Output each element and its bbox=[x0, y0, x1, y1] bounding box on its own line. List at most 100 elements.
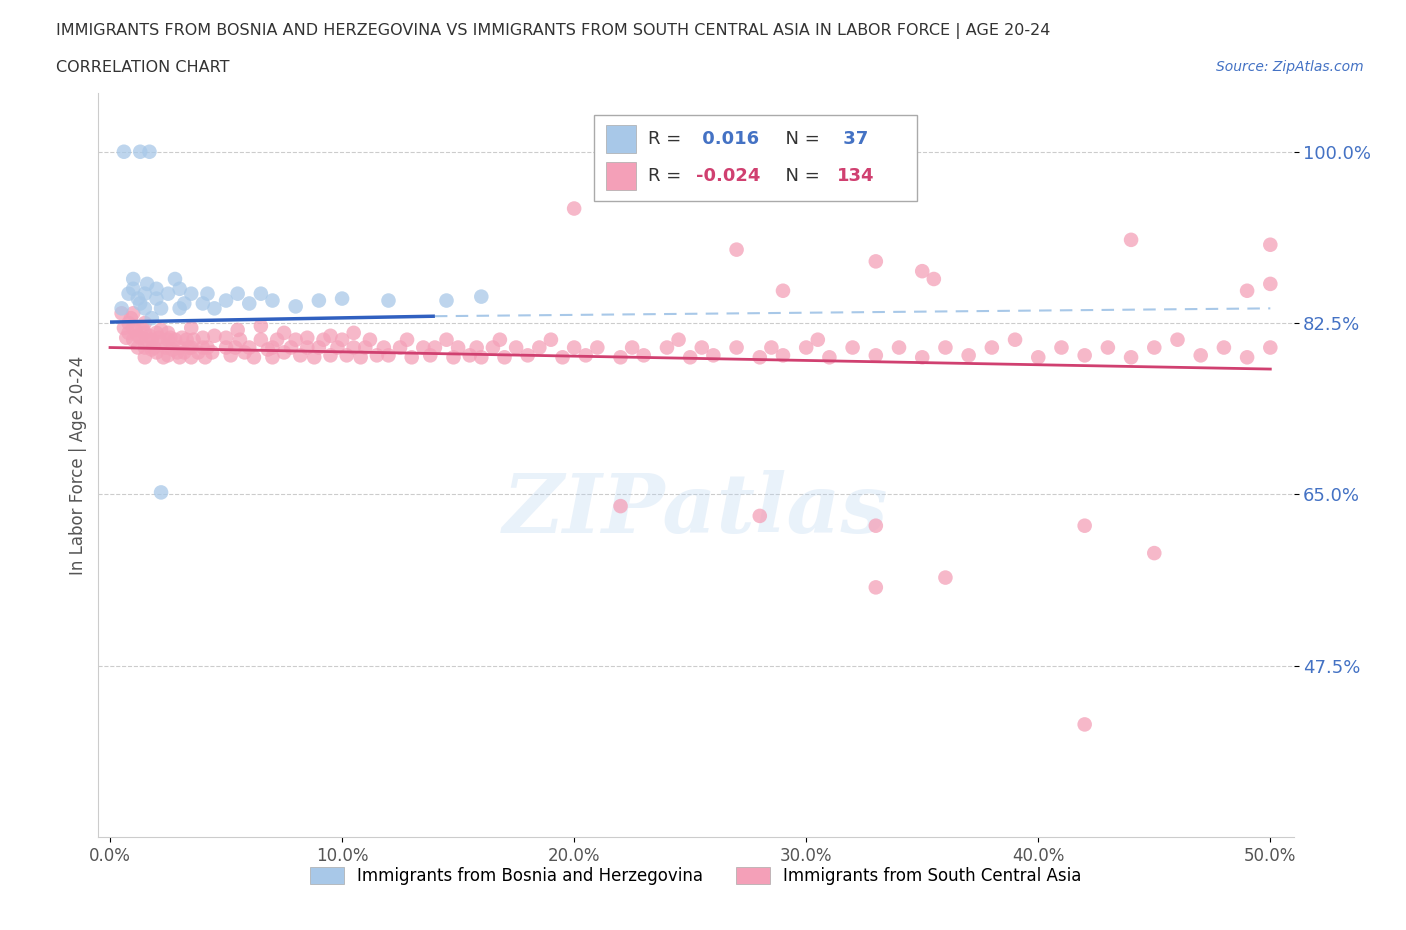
Point bbox=[516, 348, 538, 363]
Point bbox=[127, 340, 149, 355]
Point bbox=[163, 332, 186, 347]
Point bbox=[284, 332, 307, 347]
Point bbox=[266, 332, 288, 347]
Point bbox=[170, 330, 193, 345]
Point bbox=[201, 345, 224, 360]
Text: 37: 37 bbox=[837, 130, 869, 148]
Point bbox=[1050, 340, 1073, 355]
Point bbox=[134, 315, 156, 330]
Point bbox=[748, 350, 770, 365]
Point bbox=[238, 296, 260, 311]
Point bbox=[115, 330, 138, 345]
Point bbox=[143, 340, 166, 355]
Text: IMMIGRANTS FROM BOSNIA AND HERZEGOVINA VS IMMIGRANTS FROM SOUTH CENTRAL ASIA IN : IMMIGRANTS FROM BOSNIA AND HERZEGOVINA V… bbox=[56, 23, 1050, 39]
Point bbox=[423, 340, 446, 355]
Point bbox=[319, 348, 342, 363]
Point bbox=[150, 301, 173, 316]
Point bbox=[204, 328, 226, 343]
Point bbox=[865, 348, 887, 363]
Point bbox=[529, 340, 551, 355]
Point bbox=[162, 342, 184, 357]
Point bbox=[134, 301, 156, 316]
Point bbox=[702, 348, 724, 363]
Point bbox=[655, 340, 678, 355]
Bar bbox=[606, 125, 637, 153]
Point bbox=[122, 321, 145, 336]
Point bbox=[145, 326, 167, 340]
Point bbox=[343, 326, 366, 340]
Point bbox=[621, 340, 644, 355]
Point bbox=[633, 348, 655, 363]
Point bbox=[112, 144, 135, 159]
Point bbox=[197, 286, 219, 301]
Point bbox=[191, 330, 214, 345]
Point bbox=[226, 286, 249, 301]
Point bbox=[145, 291, 167, 306]
Point bbox=[157, 332, 180, 347]
Point bbox=[134, 340, 156, 355]
Point bbox=[373, 340, 395, 355]
Point bbox=[980, 340, 1002, 355]
Point bbox=[141, 332, 163, 347]
Point bbox=[297, 330, 319, 345]
Point bbox=[865, 254, 887, 269]
Point bbox=[1073, 518, 1095, 533]
Point bbox=[551, 350, 574, 365]
Point bbox=[152, 350, 174, 365]
Point bbox=[191, 340, 214, 355]
Point bbox=[173, 296, 195, 311]
Point bbox=[1073, 348, 1095, 363]
Point bbox=[436, 332, 458, 347]
Point bbox=[131, 321, 153, 336]
Text: N =: N = bbox=[773, 130, 825, 148]
Point bbox=[609, 350, 631, 365]
Point bbox=[772, 284, 794, 299]
Point bbox=[187, 345, 209, 360]
Point bbox=[290, 348, 312, 363]
Point bbox=[350, 350, 373, 365]
Point bbox=[1119, 232, 1142, 247]
Point bbox=[134, 326, 156, 340]
Point bbox=[229, 332, 252, 347]
Point bbox=[284, 299, 307, 313]
Point bbox=[377, 293, 399, 308]
Point bbox=[887, 340, 910, 355]
Point bbox=[841, 340, 863, 355]
Point bbox=[679, 350, 702, 365]
Point bbox=[180, 340, 202, 355]
Point bbox=[922, 272, 945, 286]
Point bbox=[690, 340, 713, 355]
Point bbox=[470, 350, 492, 365]
Point bbox=[586, 340, 609, 355]
Point bbox=[262, 293, 284, 308]
Point bbox=[145, 282, 167, 297]
Point bbox=[505, 340, 527, 355]
Y-axis label: In Labor Force | Age 20-24: In Labor Force | Age 20-24 bbox=[69, 355, 87, 575]
Point bbox=[238, 340, 260, 355]
Point bbox=[957, 348, 980, 363]
Point bbox=[273, 326, 295, 340]
Point bbox=[668, 332, 690, 347]
Point bbox=[122, 332, 145, 347]
Point bbox=[117, 286, 139, 301]
Point bbox=[204, 301, 226, 316]
Point bbox=[911, 350, 934, 365]
Point bbox=[1189, 348, 1212, 363]
Point bbox=[243, 350, 266, 365]
Point bbox=[366, 348, 388, 363]
Point bbox=[330, 332, 353, 347]
Point bbox=[389, 340, 412, 355]
Point bbox=[1004, 332, 1026, 347]
Text: CORRELATION CHART: CORRELATION CHART bbox=[56, 60, 229, 75]
Point bbox=[177, 340, 200, 355]
Point bbox=[302, 350, 325, 365]
Point bbox=[609, 498, 631, 513]
Text: N =: N = bbox=[773, 167, 825, 185]
Point bbox=[111, 301, 134, 316]
Point bbox=[1143, 340, 1166, 355]
Point bbox=[807, 332, 830, 347]
FancyBboxPatch shape bbox=[595, 115, 917, 201]
Point bbox=[250, 286, 273, 301]
Point bbox=[401, 350, 423, 365]
Point bbox=[794, 340, 817, 355]
